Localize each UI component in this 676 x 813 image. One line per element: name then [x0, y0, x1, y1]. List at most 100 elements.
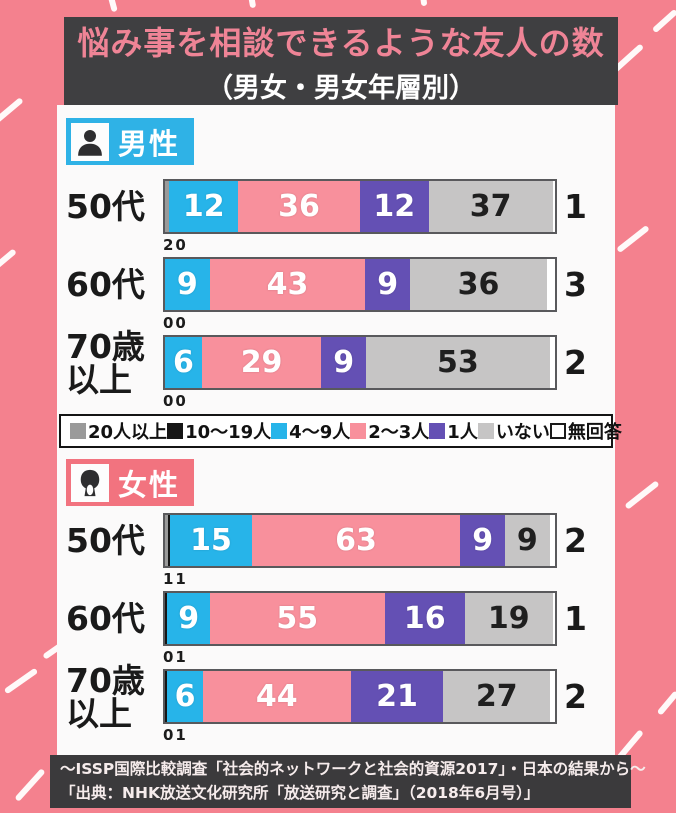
- segment-value: 9: [377, 267, 399, 302]
- decorative-dash: [3, 667, 39, 695]
- segment-value: 44: [255, 679, 298, 714]
- segment-2to3: 43: [209, 259, 366, 310]
- segment-one: 9: [321, 337, 367, 388]
- stacked-bar: 6 44 21 27: [163, 669, 557, 724]
- legend-label: 10～19人: [185, 422, 272, 443]
- stacked-bar: 9 43 9 36: [163, 257, 557, 312]
- male-icon: [71, 122, 109, 161]
- segment-value: 16: [403, 601, 446, 636]
- segment-one: 12: [360, 181, 429, 232]
- segment-value: 9: [472, 523, 494, 558]
- no-answer-value: 2: [564, 677, 587, 716]
- legend-swatch-noanswer: [549, 423, 566, 439]
- bar-track: 12 36 12 37 20: [163, 179, 557, 254]
- segment-2to3: 36: [237, 181, 360, 232]
- age-label: 60代: [66, 265, 145, 304]
- decorative-dash: [104, 0, 118, 13]
- legend-swatch-20plus: [70, 423, 86, 439]
- segment-value: 9: [333, 345, 355, 380]
- segment-none: 36: [410, 259, 548, 310]
- segment-4to9: 15: [170, 515, 252, 566]
- segment-one: 9: [365, 259, 410, 310]
- decorative-dash: [418, 0, 428, 7]
- small-segment-values: 11: [163, 570, 188, 588]
- no-answer-value: 1: [564, 599, 587, 638]
- segment-value: 12: [182, 189, 225, 224]
- legend-label: 4～9人: [289, 422, 351, 443]
- legend-item-4to9: 4～9人: [271, 418, 350, 444]
- legend-label: 2～3人: [368, 422, 430, 443]
- segment-value: 9: [516, 523, 538, 558]
- chart-subtitle: （男女・男女年層別）: [206, 72, 476, 104]
- segment-none: 53: [366, 337, 550, 388]
- age-label: 50代: [66, 521, 145, 560]
- bar-row: 60代 9 43 9 36 00 3: [66, 257, 606, 332]
- bar-row: 60代 9 55 16 19 01 1: [66, 591, 606, 666]
- small-segment-values: 01: [163, 726, 188, 744]
- segment-one: 9: [460, 515, 505, 566]
- segment-value: 9: [178, 601, 200, 636]
- stacked-bar: 12 36 12 37: [163, 179, 557, 234]
- segment-value: 27: [475, 679, 518, 714]
- segment-value: 37: [469, 189, 512, 224]
- female-bars-group: 50代 15 63 9 9 11 2 60代 9 55 16 19 01 1 70歳 以上 6 44 21 27 01…: [66, 513, 606, 747]
- legend-item-one: 1人: [429, 418, 478, 444]
- age-label: 60代: [66, 599, 145, 638]
- female-section-label: 女性: [118, 467, 181, 502]
- segment-2to3: 55: [210, 593, 385, 644]
- bar-row: 70歳 以上 6 29 9 53 00 2: [66, 330, 606, 411]
- chart-title: 悩み事を相談できるような友人の数: [77, 23, 605, 62]
- source-line-2: 「出典：NHK放送文化研究所「放送研究と調査」（2018年6月号）」: [60, 783, 540, 802]
- decorative-dash: [651, 8, 676, 34]
- segment-value: 53: [437, 345, 479, 380]
- segment-2to3: 44: [202, 671, 351, 722]
- legend-label: いない: [495, 422, 550, 443]
- female-section-badge: 女性: [66, 459, 195, 506]
- segment-10to19: [165, 593, 168, 644]
- legend-item-none: いない: [477, 418, 550, 444]
- decorative-dash: [14, 768, 46, 802]
- legend-label: 無回答: [567, 422, 622, 443]
- segment-value: 9: [176, 267, 198, 302]
- segment-4to9: 9: [167, 593, 211, 644]
- legend-label: 20人以上: [88, 422, 168, 443]
- legend-label: 1人: [447, 422, 478, 443]
- segment-value: 36: [278, 189, 320, 224]
- source-footer: ～ISSP国際比較調査「社会的ネットワークと社会的資源2017」・日本の結果から…: [50, 755, 646, 808]
- segment-one: 21: [350, 671, 444, 722]
- segment-10to19: [165, 671, 168, 722]
- segment-2to3: 63: [251, 515, 461, 566]
- legend-swatch-10to19: [167, 423, 184, 439]
- segment-one: 16: [384, 593, 465, 644]
- segment-2to3: 29: [201, 337, 322, 388]
- legend-swatch-4to9: [271, 423, 288, 439]
- legend-swatch-one: [429, 423, 446, 439]
- bar-track: 9 43 9 36 00: [163, 257, 557, 332]
- chart-title-box: 悩み事を相談できるような友人の数 （男女・男女年層別）: [64, 17, 618, 105]
- segment-value: 36: [457, 267, 500, 302]
- small-segment-values: 01: [163, 648, 188, 666]
- segment-value: 6: [173, 345, 194, 380]
- small-segment-values: 00: [163, 392, 188, 410]
- bar-row: 70歳 以上 6 44 21 27 01 2: [66, 664, 606, 745]
- legend-swatch-none: [477, 423, 494, 439]
- segment-noanswer: [549, 515, 555, 566]
- legend-item-2to3: 2～3人: [350, 418, 429, 444]
- decorative-dash: [624, 480, 660, 510]
- decorative-dash: [656, 690, 676, 716]
- segment-noanswer: [549, 337, 555, 388]
- stacked-bar: 6 29 9 53: [163, 335, 557, 390]
- legend-item-20plus: 20人以上: [70, 418, 167, 444]
- bar-row: 50代 15 63 9 9 11 2: [66, 513, 606, 588]
- bar-track: 15 63 9 9 11: [163, 513, 557, 588]
- segment-none: 9: [505, 515, 550, 566]
- segment-value: 29: [240, 345, 283, 380]
- no-answer-value: 1: [564, 187, 587, 226]
- source-line-1: ～ISSP国際比較調査「社会的ネットワークと社会的資源2017」・日本の結果から…: [60, 760, 646, 779]
- segment-value: 19: [487, 601, 530, 636]
- segment-20plus: [165, 515, 168, 566]
- segment-none: 27: [443, 671, 551, 722]
- age-label: 70歳 以上: [66, 326, 145, 399]
- segment-value: 43: [266, 267, 309, 302]
- segment-4to9: 6: [167, 671, 203, 722]
